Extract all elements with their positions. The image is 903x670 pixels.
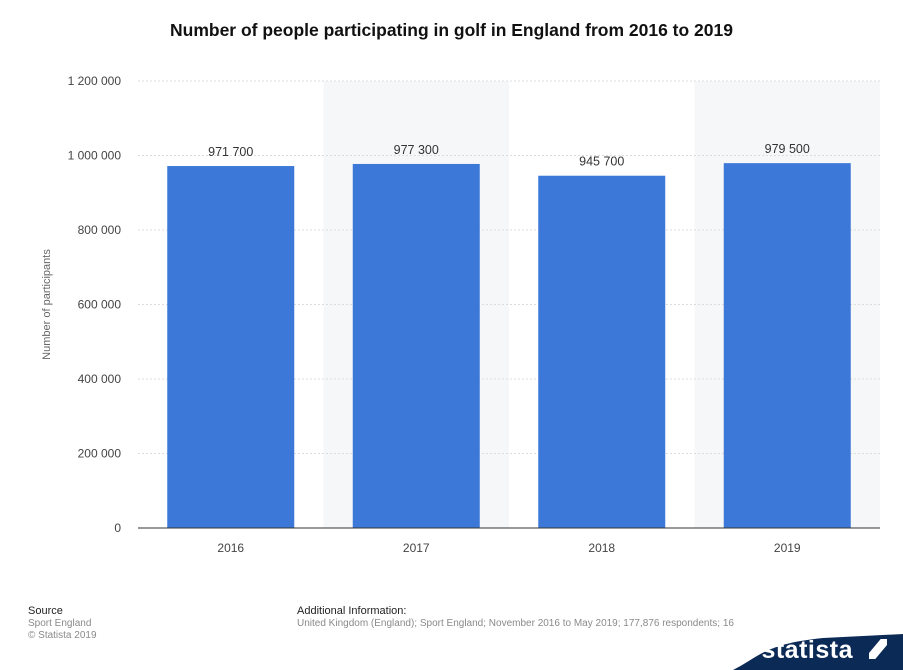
bar-2016 <box>167 166 295 528</box>
chart-title: Number of people participating in golf i… <box>170 20 733 40</box>
data-label: 945 700 <box>579 155 624 169</box>
logo-background-shape <box>733 634 903 670</box>
bar-2018 <box>538 175 666 528</box>
additional-info-text: United Kingdom (England); Sport England;… <box>297 618 734 629</box>
x-tick-label: 2016 <box>217 541 244 555</box>
data-label: 977 300 <box>394 143 439 157</box>
source-line: Sport England <box>28 618 92 629</box>
x-tick-label: 2019 <box>774 541 801 555</box>
y-tick-label: 600 000 <box>78 298 122 312</box>
additional-info-block: Additional Information: United Kingdom (… <box>297 605 817 630</box>
logo-wordmark: statista <box>761 636 853 664</box>
y-tick-label: 800 000 <box>78 223 122 237</box>
data-label: 971 700 <box>208 145 253 159</box>
source-heading: Source <box>28 605 63 617</box>
source-block: Source Sport England © Statista 2019 <box>28 605 97 642</box>
copyright-line: © Statista 2019 <box>28 630 97 641</box>
bar-chart: 0 200 000 400 000 600 000 800 000 1 000 000 1 … <box>41 74 880 555</box>
y-tick-label: 1 200 000 <box>68 74 122 88</box>
y-axis-title: Number of participants <box>41 249 53 360</box>
y-tick-label: 400 000 <box>78 372 122 386</box>
additional-info-heading: Additional Information: <box>297 605 407 617</box>
statista-logo[interactable]: statista <box>703 620 903 670</box>
bar-2019 <box>723 163 851 529</box>
y-tick-label: 0 <box>114 521 121 535</box>
x-tick-label: 2018 <box>588 541 615 555</box>
y-tick-label: 200 000 <box>78 447 122 461</box>
bar-2017 <box>352 163 480 528</box>
data-label: 979 500 <box>765 142 810 156</box>
y-tick-label: 1 000 000 <box>68 149 122 163</box>
x-tick-label: 2017 <box>403 541 430 555</box>
